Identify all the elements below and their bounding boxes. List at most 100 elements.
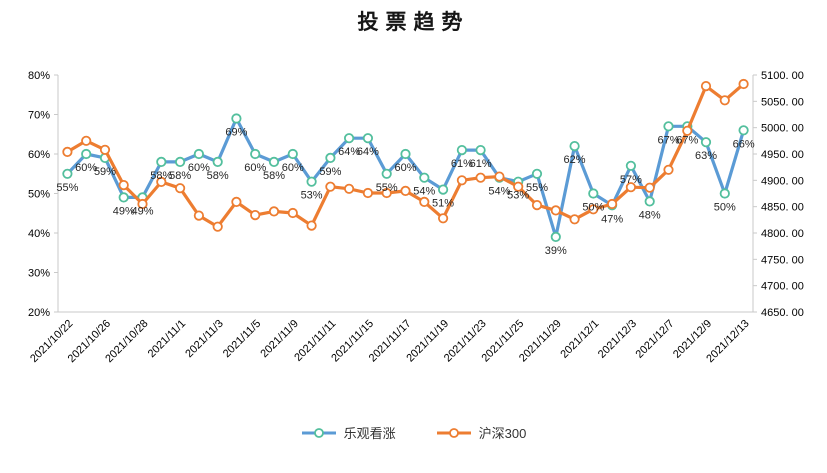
data-label: 49% (113, 205, 135, 217)
series-csi300-marker (456, 175, 467, 186)
series-csi300-marker (550, 205, 561, 216)
series-csi300-marker (362, 187, 373, 199)
series-bullish-marker (475, 145, 486, 156)
series-bullish-marker (175, 156, 186, 167)
series-csi300-marker (156, 176, 167, 187)
series-bullish-marker (550, 231, 561, 242)
series-csi300-marker (513, 181, 524, 192)
series-csi300-marker (569, 214, 580, 225)
series-bullish-marker (343, 133, 355, 144)
y-axis-right-label: 5050. 00 (761, 96, 804, 108)
series-csi300-marker (738, 78, 749, 90)
data-label: 50% (582, 202, 604, 214)
y-axis-right-label: 4850. 00 (761, 202, 804, 214)
series-bullish-marker (663, 121, 674, 132)
data-label: 54% (413, 186, 435, 198)
series-bullish-marker (531, 168, 543, 179)
data-label: 55% (376, 182, 398, 194)
y-axis-left-label: 40% (28, 228, 50, 240)
y-axis-left-label: 50% (28, 189, 50, 201)
data-label: 47% (601, 213, 623, 225)
data-label: 58% (169, 170, 191, 182)
data-label: 58% (150, 170, 172, 182)
y-axis-right-label: 4800. 00 (761, 228, 804, 240)
x-axis-label: 2021/12/3 (596, 318, 639, 361)
series-csi300-marker (682, 125, 693, 136)
series-bullish-marker (419, 172, 430, 183)
data-label: 64% (338, 146, 360, 158)
series-csi300-marker (268, 206, 280, 217)
series-bullish-marker (268, 156, 280, 167)
series-csi300-marker (719, 95, 730, 106)
series-bullish-marker (456, 145, 467, 156)
y-axis-left-label: 80% (28, 70, 50, 82)
data-label: 57% (620, 174, 642, 186)
data-label: 62% (564, 154, 586, 166)
series-csi300-marker (700, 81, 712, 92)
data-label: 61% (451, 158, 473, 170)
data-label: 58% (263, 170, 285, 182)
data-label: 60% (75, 162, 97, 174)
series-bullish-marker (62, 168, 73, 179)
data-label: 51% (432, 198, 454, 210)
data-label: 60% (188, 162, 210, 174)
series-csi300-marker (250, 210, 261, 221)
series-bullish-marker (644, 196, 655, 207)
y-axis-right-label: 4950. 00 (761, 149, 804, 161)
series-bullish-marker (625, 160, 637, 171)
y-axis-left-label: 70% (28, 110, 50, 122)
data-label: 59% (319, 166, 341, 178)
legend-item-csi300[interactable]: 沪深300 (436, 423, 526, 442)
series-csi300-marker (325, 181, 336, 192)
data-label: 67% (676, 134, 698, 146)
y-axis-right-label: 5100. 00 (761, 70, 804, 82)
series-csi300-marker (62, 146, 73, 157)
data-label: 60% (244, 162, 266, 174)
series-csi300-marker (81, 135, 92, 146)
data-label: 60% (282, 162, 304, 174)
series-csi300-marker (287, 207, 298, 219)
series-bullish-marker (193, 148, 204, 160)
data-label: 66% (733, 138, 755, 150)
series-bullish-marker (719, 188, 730, 199)
data-label: 54% (488, 186, 510, 198)
series-csi300-marker (137, 198, 148, 210)
series-csi300-marker (343, 183, 355, 194)
y-axis-right-label: 4700. 00 (761, 281, 804, 293)
data-label: 49% (132, 205, 154, 217)
x-axis-label: 2021/12/7 (634, 318, 677, 361)
series-bullish-marker (362, 133, 373, 144)
y-axis-left-label: 60% (28, 149, 50, 161)
series-bullish-marker (231, 113, 242, 124)
series-bullish-marker (81, 148, 92, 160)
data-label: 60% (394, 162, 416, 174)
series-csi300-marker (381, 187, 392, 199)
series-csi300-marker (400, 185, 411, 196)
legend-item-bullish[interactable]: 乐观看涨 (301, 423, 396, 442)
series-bullish-marker (381, 168, 392, 179)
series-csi300-marker (306, 220, 317, 231)
data-label: 59% (94, 166, 116, 178)
data-label: 48% (639, 209, 661, 221)
y-axis-right-label: 5000. 00 (761, 123, 804, 135)
data-label: 63% (695, 150, 717, 162)
series-bullish-marker (156, 156, 167, 167)
x-axis-label: 2021/11/5 (221, 318, 264, 361)
series-csi300-marker (175, 183, 186, 194)
series-bullish-marker (400, 148, 411, 160)
data-label: 39% (545, 245, 567, 257)
y-axis-right-label: 4650. 00 (761, 307, 804, 319)
series-csi300-marker (531, 200, 543, 211)
series-bullish-marker (437, 184, 449, 195)
series-csi300-marker (419, 196, 430, 207)
series-csi300-marker (588, 204, 599, 215)
series-bullish-marker (287, 148, 298, 160)
series-bullish-marker (306, 176, 317, 187)
x-axis-label: 2021/12/1 (558, 318, 601, 361)
series-csi300-marker (663, 164, 674, 175)
chart-title: 投票趋势 (357, 9, 470, 34)
line-marker-icon (301, 427, 336, 438)
series-csi300-marker (212, 221, 223, 232)
